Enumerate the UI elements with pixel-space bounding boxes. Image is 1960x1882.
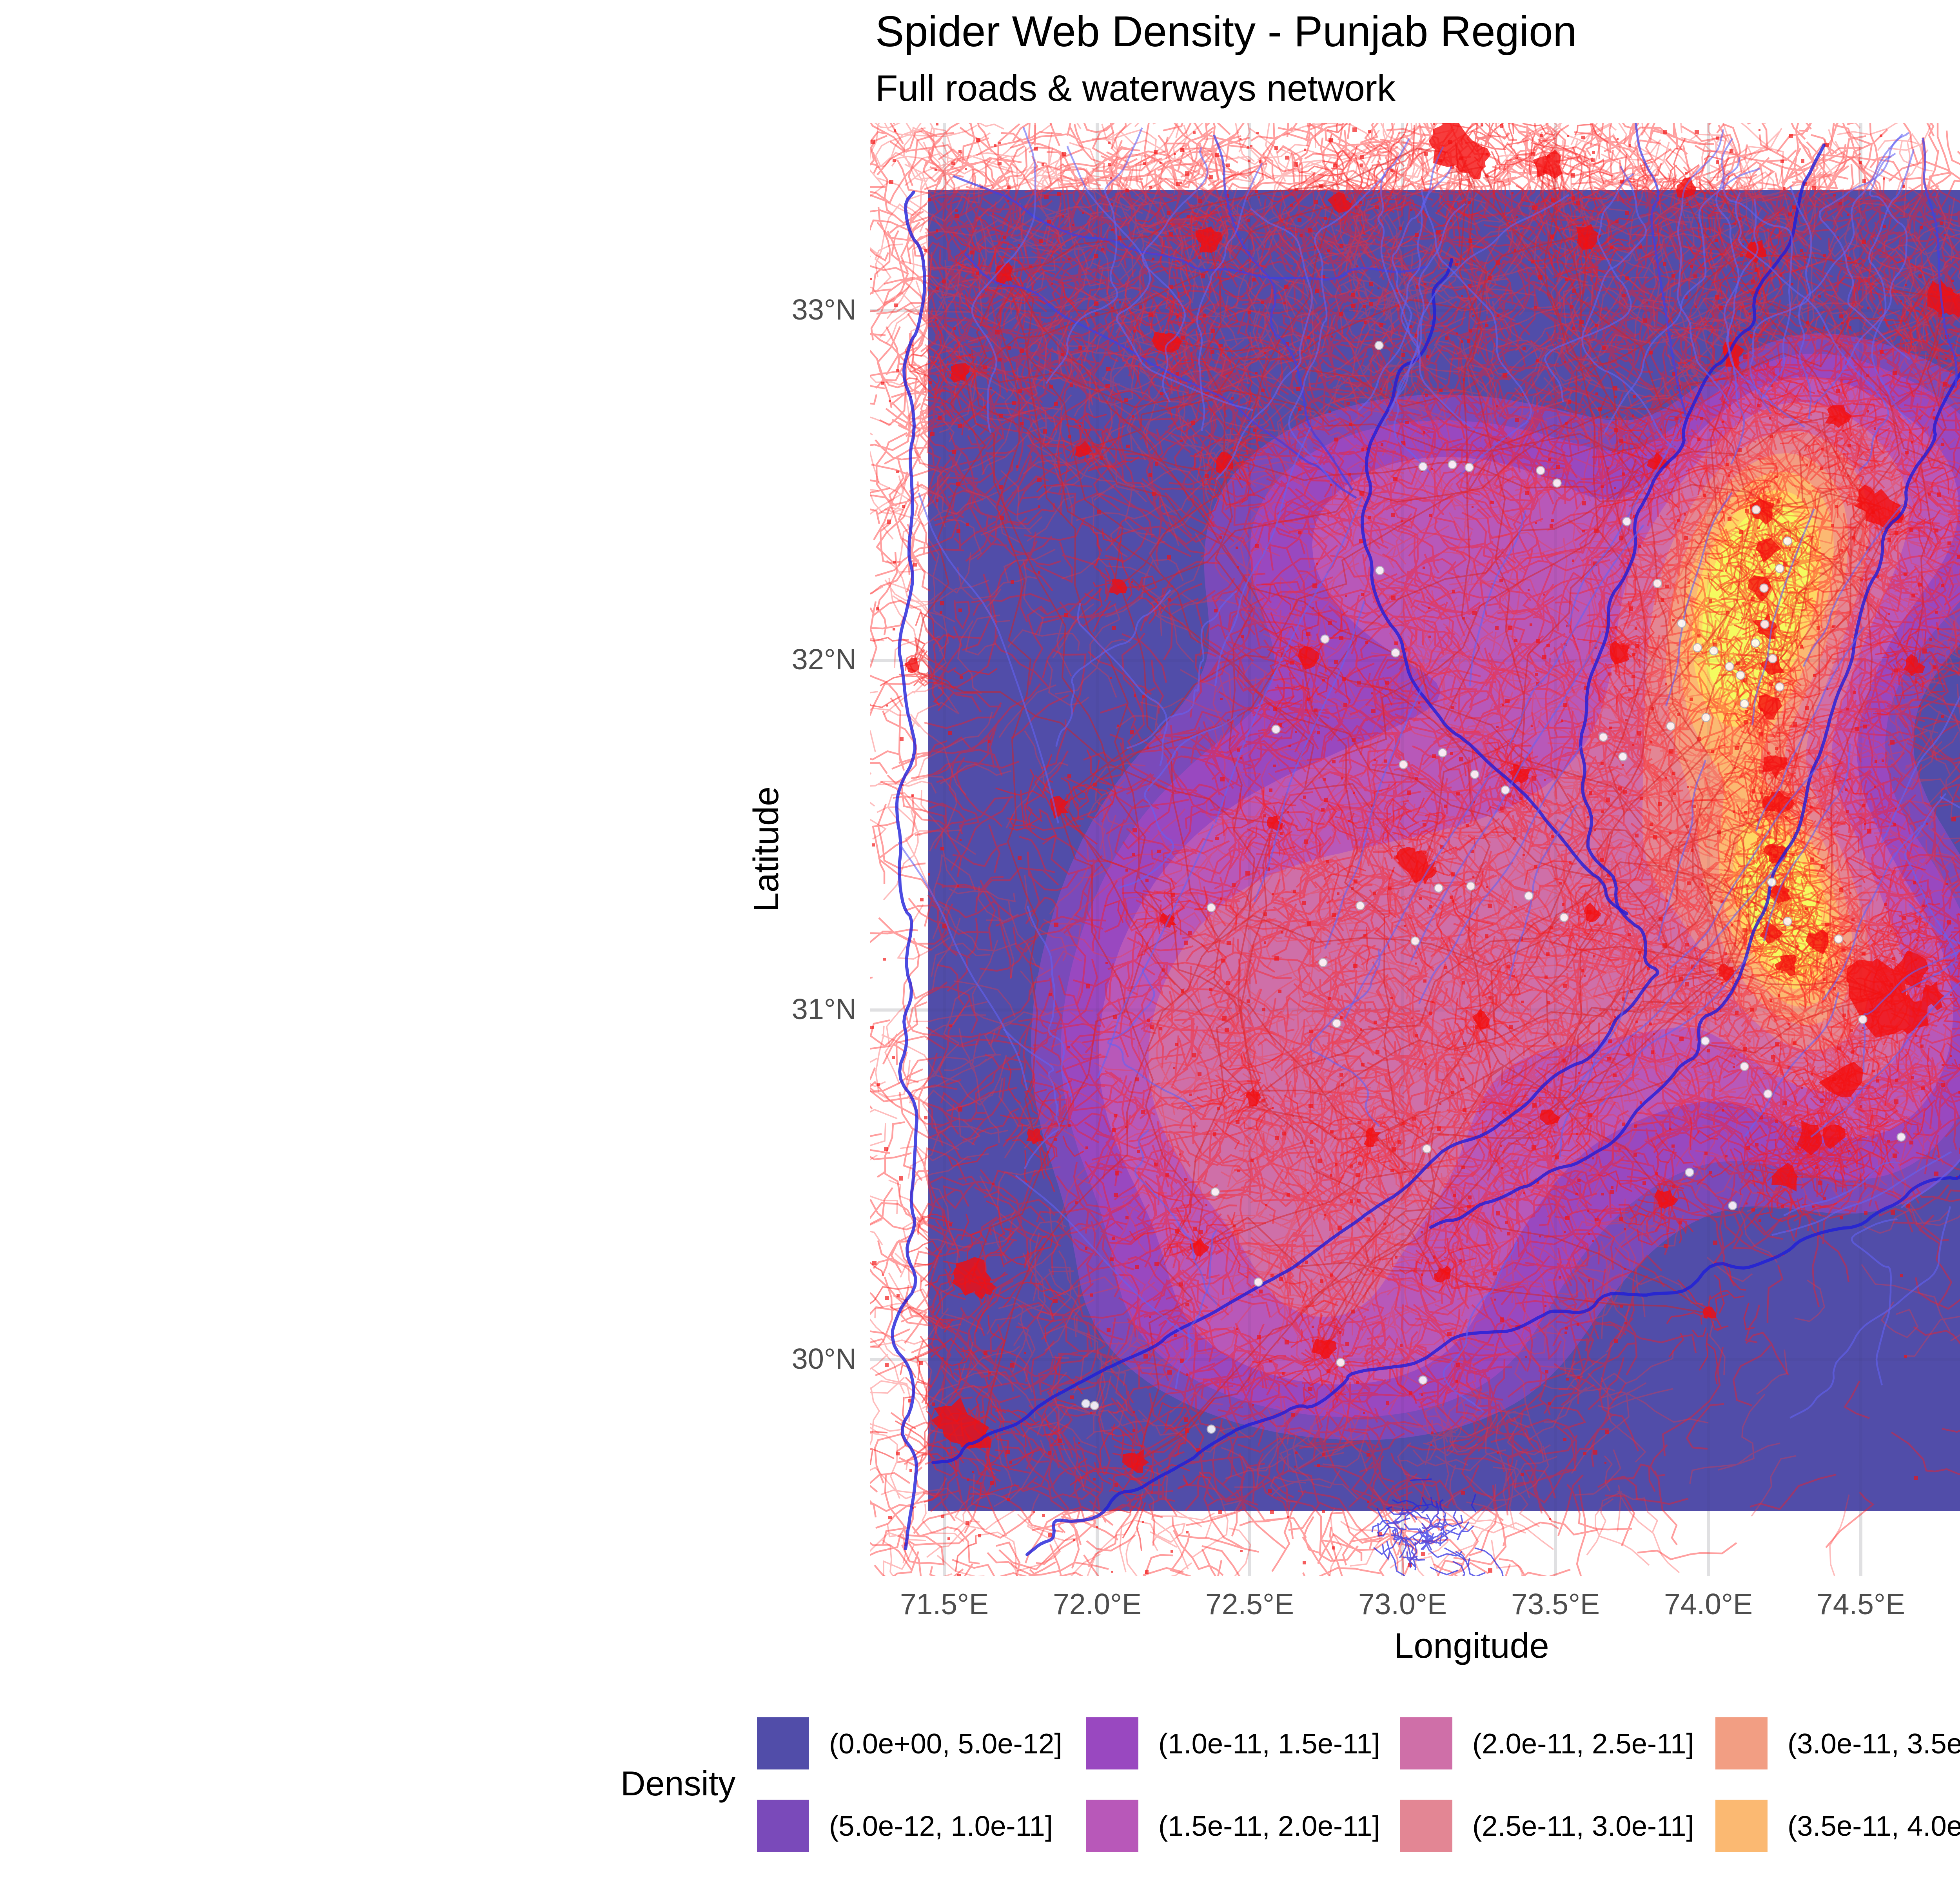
svg-text:31°N: 31°N [792,993,857,1025]
svg-text:33°N: 33°N [792,293,857,326]
svg-text:Spider Web Density - Punjab Re: Spider Web Density - Punjab Region [875,7,1577,56]
svg-text:Longitude: Longitude [1394,1626,1549,1666]
svg-text:(2.0e-11, 2.5e-11]: (2.0e-11, 2.5e-11] [1472,1728,1694,1760]
svg-text:Full roads & waterways network: Full roads & waterways network [875,67,1396,109]
svg-text:71.5°E: 71.5°E [900,1588,989,1620]
svg-text:Density: Density [621,1764,735,1803]
svg-text:73.5°E: 73.5°E [1511,1588,1600,1620]
svg-text:73.0°E: 73.0°E [1358,1588,1447,1620]
svg-text:(1.5e-11, 2.0e-11]: (1.5e-11, 2.0e-11] [1158,1810,1380,1842]
svg-text:(2.5e-11, 3.0e-11]: (2.5e-11, 3.0e-11] [1472,1810,1694,1842]
svg-text:(5.0e-12, 1.0e-11]: (5.0e-12, 1.0e-11] [829,1810,1053,1842]
svg-text:74.5°E: 74.5°E [1817,1588,1905,1620]
svg-text:72.5°E: 72.5°E [1205,1588,1294,1620]
svg-text:74.0°E: 74.0°E [1664,1588,1753,1620]
svg-text:(0.0e+00, 5.0e-12]: (0.0e+00, 5.0e-12] [829,1728,1062,1760]
svg-text:(3.0e-11, 3.5e-11]: (3.0e-11, 3.5e-11] [1788,1728,1960,1760]
svg-text:(3.5e-11, 4.0e-11]: (3.5e-11, 4.0e-11] [1788,1810,1960,1842]
svg-text:32°N: 32°N [792,643,857,676]
svg-text:Latitude: Latitude [747,787,786,912]
svg-text:(1.0e-11, 1.5e-11]: (1.0e-11, 1.5e-11] [1158,1728,1380,1760]
svg-text:72.0°E: 72.0°E [1053,1588,1142,1620]
svg-text:30°N: 30°N [792,1342,857,1375]
